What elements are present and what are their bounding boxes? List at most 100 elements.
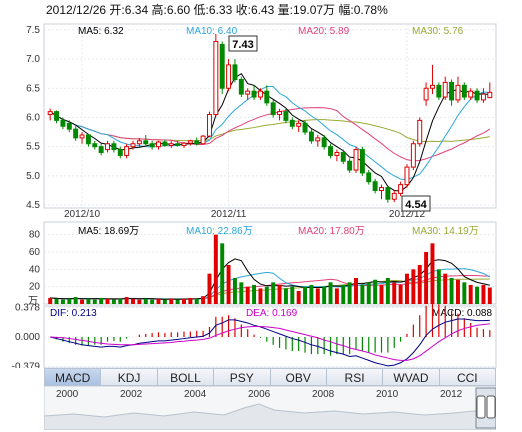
overview-tick-label: 2002: [120, 389, 143, 400]
candle-body: [213, 41, 219, 116]
candle-body: [289, 119, 295, 127]
date-tick-label: 2012/12: [389, 209, 426, 220]
volume-bar: [264, 286, 269, 304]
volume-bar: [80, 299, 85, 304]
volume-bar: [417, 265, 422, 304]
volume-bar: [411, 269, 416, 304]
overview-handle[interactable]: [475, 387, 496, 429]
overview-navigator[interactable]: 2000 2002 2004 2006 2008 2010 2012: [44, 386, 496, 430]
tab-obv[interactable]: OBV: [270, 368, 327, 386]
candle-body: [340, 152, 346, 162]
header-change: 0.78%: [354, 3, 388, 17]
candle-body: [206, 114, 212, 137]
volume-bar: [118, 298, 123, 304]
candle-body: [60, 119, 66, 127]
macd-dif-line: [50, 318, 490, 367]
candle-body: [436, 84, 442, 98]
right-drag-handle[interactable]: [486, 395, 496, 419]
price-tick-label: 5.5: [26, 142, 40, 153]
macd-tick-label: -0.379: [12, 362, 41, 368]
volume-bar: [392, 282, 397, 304]
vol-legend-ma5: MA5: 18.69万: [78, 226, 139, 237]
volume-bar: [67, 298, 72, 304]
candle-body: [328, 146, 334, 156]
candle-body: [461, 84, 467, 98]
header-quote: 2012/12/26 开:6.34 高:6.60 低:6.33 收:6.43 量…: [46, 2, 388, 17]
candle-body: [200, 135, 206, 145]
vol-legend-ma20: MA20: 17.80万: [298, 226, 365, 237]
legend-ma30: MA30: 5.76: [412, 26, 464, 37]
legend-ma10: MA10: 6.40: [186, 26, 238, 37]
header-close: 6.43: [251, 3, 275, 17]
volume-bar: [232, 278, 237, 304]
candle-body: [487, 91, 493, 99]
candle-body: [442, 81, 448, 98]
candle-body: [117, 149, 123, 156]
price-tick-label: 7.0: [26, 54, 40, 65]
overview-tick-label: 2006: [248, 389, 271, 400]
candle-body: [347, 160, 353, 171]
volume-bar: [182, 298, 186, 304]
volume-bar: [245, 286, 250, 304]
indicator-tabs: MACD KDJ BOLL PSY OBV RSI WVAD CCI: [44, 368, 496, 386]
volume-bar: [354, 278, 358, 304]
candle-body: [321, 137, 327, 148]
tab-psy[interactable]: PSY: [214, 368, 271, 386]
candle-body: [429, 84, 435, 89]
volume-bar: [156, 298, 161, 304]
price-tick-label: 4.5: [26, 200, 40, 211]
volume-bar: [283, 288, 288, 304]
overview-axis: 2000 2002 2004 2006 2008 2010 2012: [56, 389, 463, 400]
volume-bar: [54, 298, 59, 304]
macd-tick-label: 0.000: [15, 332, 40, 343]
candle-body: [385, 187, 391, 200]
overview-tick-label: 2004: [184, 389, 207, 400]
volume-bar: [430, 243, 435, 304]
axes-layer: 7.5 7.0 6.5 6.0 5.5 5.0 4.5 80 60 40 20 0.378 0.000 -…: [12, 25, 426, 373]
tab-cci[interactable]: CCI: [439, 368, 496, 386]
volume-bar: [455, 279, 460, 304]
volume-bar: [277, 284, 282, 304]
volume-bar: [436, 269, 441, 304]
tab-kdj[interactable]: KDJ: [101, 368, 158, 386]
price-panel: [43, 23, 497, 209]
volume-bar: [124, 297, 129, 304]
candle-body: [391, 192, 397, 200]
candle-body: [251, 90, 257, 98]
candle-body: [92, 143, 98, 148]
candle-body: [270, 102, 276, 116]
candle-body: [194, 140, 200, 145]
volume-bar: [194, 298, 199, 304]
left-drag-handle[interactable]: [476, 395, 486, 419]
macd-legend-dea: DEA: 0.169: [246, 308, 298, 319]
grid-layer: [44, 24, 496, 368]
candle-body: [181, 142, 187, 146]
candle-body: [143, 140, 149, 145]
volume-bar: [150, 299, 155, 304]
tab-boll[interactable]: BOLL: [157, 368, 215, 386]
volume-bar: [271, 282, 276, 304]
volume-bar: [201, 296, 206, 304]
volume-bar: [443, 273, 448, 304]
volume-tick-label: 60: [29, 247, 41, 258]
tab-macd[interactable]: MACD: [44, 368, 102, 386]
candle-body: [124, 146, 130, 156]
volume-bar: [475, 286, 480, 304]
volume-bar: [175, 299, 180, 304]
tab-rsi[interactable]: RSI: [326, 368, 384, 386]
volume-bar: [347, 282, 352, 304]
candle-body: [296, 122, 302, 127]
legend-ma20: MA20: 5.89: [298, 26, 350, 37]
price-ma5-line: [49, 72, 490, 192]
candle-body: [449, 81, 455, 101]
overview-tick-label: 2000: [56, 389, 79, 400]
volume-bar: [86, 298, 91, 304]
volume-bar: [487, 287, 492, 304]
volume-bar: [405, 273, 409, 304]
tab-wvad[interactable]: WVAD: [383, 368, 440, 386]
candle-body: [417, 119, 423, 145]
candle-body: [245, 90, 251, 95]
candle-body: [219, 43, 225, 89]
candle-body: [264, 90, 270, 104]
chart-area: 2012/12/26 开:6.34 高:6.60 低:6.33 收:6.43 量…: [12, 2, 497, 373]
